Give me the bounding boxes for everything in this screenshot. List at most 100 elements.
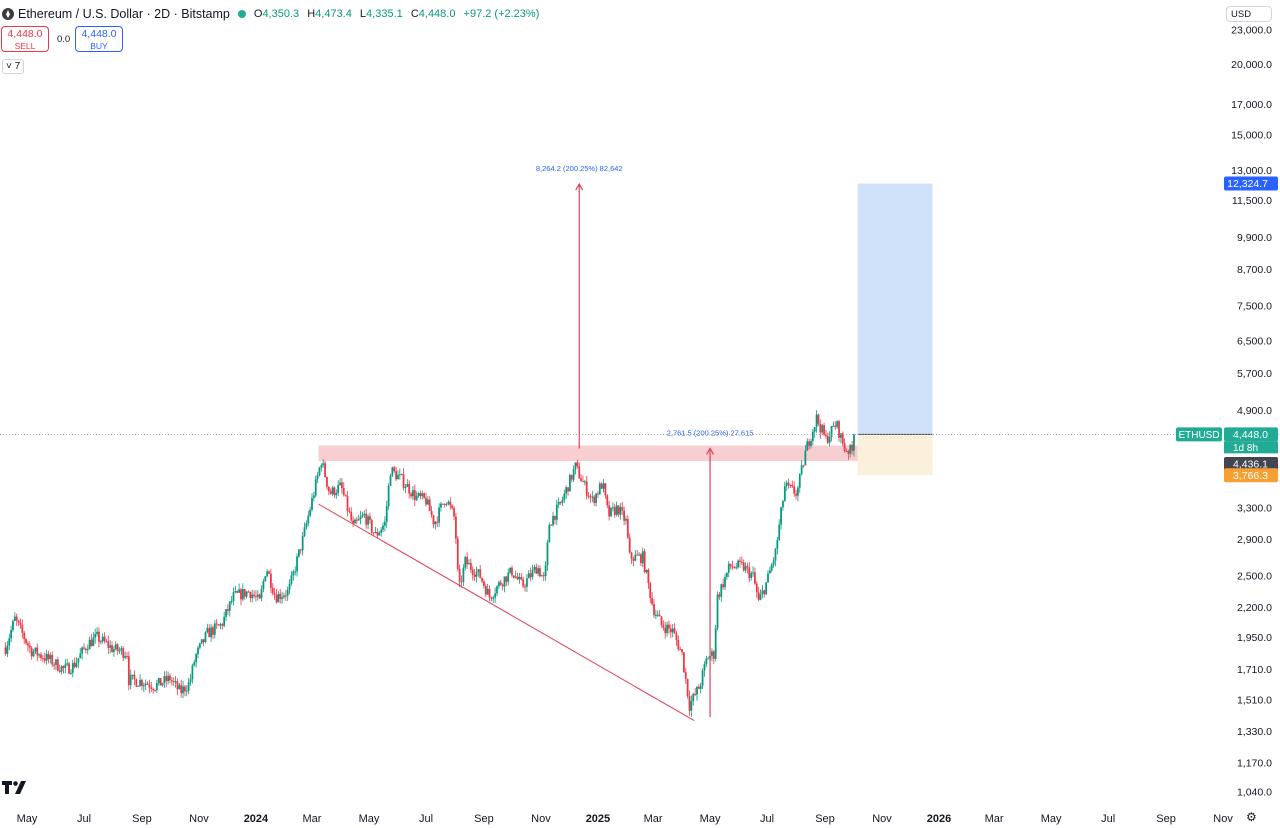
y-tick-label: 6,500.0 xyxy=(1237,335,1272,347)
candle-body xyxy=(220,624,222,625)
resistance-zone[interactable] xyxy=(319,446,858,462)
candle-body xyxy=(57,659,59,670)
candle-body xyxy=(25,639,27,643)
candle-body xyxy=(160,678,162,685)
candle-body xyxy=(586,481,588,495)
candle-body xyxy=(560,502,562,503)
candle-body xyxy=(253,595,255,596)
candle-body xyxy=(676,633,678,640)
tradingview-logo-icon[interactable] xyxy=(2,781,28,795)
candle-body xyxy=(274,593,276,595)
candle-body xyxy=(390,475,392,485)
candle-body xyxy=(130,675,132,685)
candle-body xyxy=(6,645,8,653)
candle-body xyxy=(702,671,704,686)
y-tick-label: 9,900.0 xyxy=(1237,232,1272,244)
candle-body xyxy=(266,571,268,576)
candle-body xyxy=(40,654,42,658)
x-tick-label: 2024 xyxy=(244,813,269,825)
chevron-down-icon: ˅ xyxy=(6,61,12,72)
candle-body xyxy=(397,475,399,479)
candle-body xyxy=(259,595,261,599)
symbol-title[interactable]: Ethereum / U.S. Dollar · 2D · Bitstamp xyxy=(18,7,230,21)
candle-body xyxy=(427,500,429,505)
candle-body xyxy=(330,491,332,494)
candle-body xyxy=(623,510,625,520)
candle-body xyxy=(720,584,722,596)
candle-body xyxy=(524,586,526,587)
candle-body xyxy=(627,519,629,538)
candle-body xyxy=(601,484,603,489)
spread-value: 0.0 xyxy=(57,34,70,45)
candle-body xyxy=(10,630,12,638)
candle-body xyxy=(466,557,468,564)
candle-body xyxy=(162,683,164,685)
x-tick-label: Mar xyxy=(303,813,322,825)
candle-body xyxy=(223,617,225,626)
candle-body xyxy=(12,621,14,630)
candle-body xyxy=(756,584,758,593)
candle-body xyxy=(195,654,197,662)
candle-body xyxy=(412,490,414,496)
buy-button[interactable]: 4,448.0 BUY xyxy=(75,26,123,52)
candle-body xyxy=(221,624,223,626)
candle-body xyxy=(631,553,633,559)
candle-body xyxy=(27,643,29,645)
candle-body xyxy=(799,474,801,487)
candle-body xyxy=(59,671,61,672)
candle-body xyxy=(625,519,627,521)
candle-body xyxy=(851,445,853,451)
x-tick-label: May xyxy=(700,813,721,825)
candle-body xyxy=(229,602,231,611)
gear-icon[interactable]: ⚙ xyxy=(1246,810,1257,824)
candle-body xyxy=(700,686,702,689)
candle-body xyxy=(644,551,646,572)
candle-body xyxy=(154,690,156,691)
candle-body xyxy=(365,514,367,525)
candle-body xyxy=(847,451,849,454)
candle-body xyxy=(752,572,754,573)
candle-body xyxy=(633,559,635,561)
candle-body xyxy=(418,493,420,496)
candle-body xyxy=(270,574,272,588)
candle-body xyxy=(571,475,573,480)
candle-body xyxy=(307,516,309,524)
candle-body xyxy=(442,504,444,505)
candle-body xyxy=(180,685,182,693)
candle-body xyxy=(135,679,137,686)
candle-body xyxy=(302,536,304,550)
market-status-icon xyxy=(238,10,246,18)
candle-body xyxy=(343,488,345,495)
candle-body xyxy=(305,523,307,527)
sell-button[interactable]: 4,448.0 SELL xyxy=(1,26,49,52)
symbol-label: ETHUSD xyxy=(1178,430,1219,441)
candle-body xyxy=(311,498,313,510)
candle-body xyxy=(188,682,190,690)
candle-body xyxy=(621,507,623,510)
stop-zone[interactable] xyxy=(858,434,933,475)
candle-body xyxy=(677,640,679,649)
candle-body xyxy=(692,694,694,701)
candle-body xyxy=(616,506,618,515)
candle-body xyxy=(214,623,216,634)
candle-body xyxy=(348,511,350,512)
candle-body xyxy=(739,561,741,562)
x-tick-label: Jul xyxy=(760,813,774,825)
x-tick-label: Jul xyxy=(77,813,91,825)
candle-body xyxy=(261,589,263,598)
indicators-toggle[interactable]: ˅ 7 xyxy=(2,59,24,74)
candle-body xyxy=(470,563,472,570)
candle-body xyxy=(277,594,279,603)
candle-body xyxy=(803,465,805,466)
candle-body xyxy=(455,516,457,538)
candle-body xyxy=(249,592,251,598)
currency-selector[interactable]: USD xyxy=(1226,6,1272,22)
y-tick-label: 1,510.0 xyxy=(1237,695,1272,707)
candle-body xyxy=(679,649,681,650)
candle-body xyxy=(584,481,586,482)
candle-body xyxy=(801,465,803,474)
candle-body xyxy=(169,676,171,681)
candle-body xyxy=(543,575,545,576)
target-zone[interactable] xyxy=(858,184,933,435)
